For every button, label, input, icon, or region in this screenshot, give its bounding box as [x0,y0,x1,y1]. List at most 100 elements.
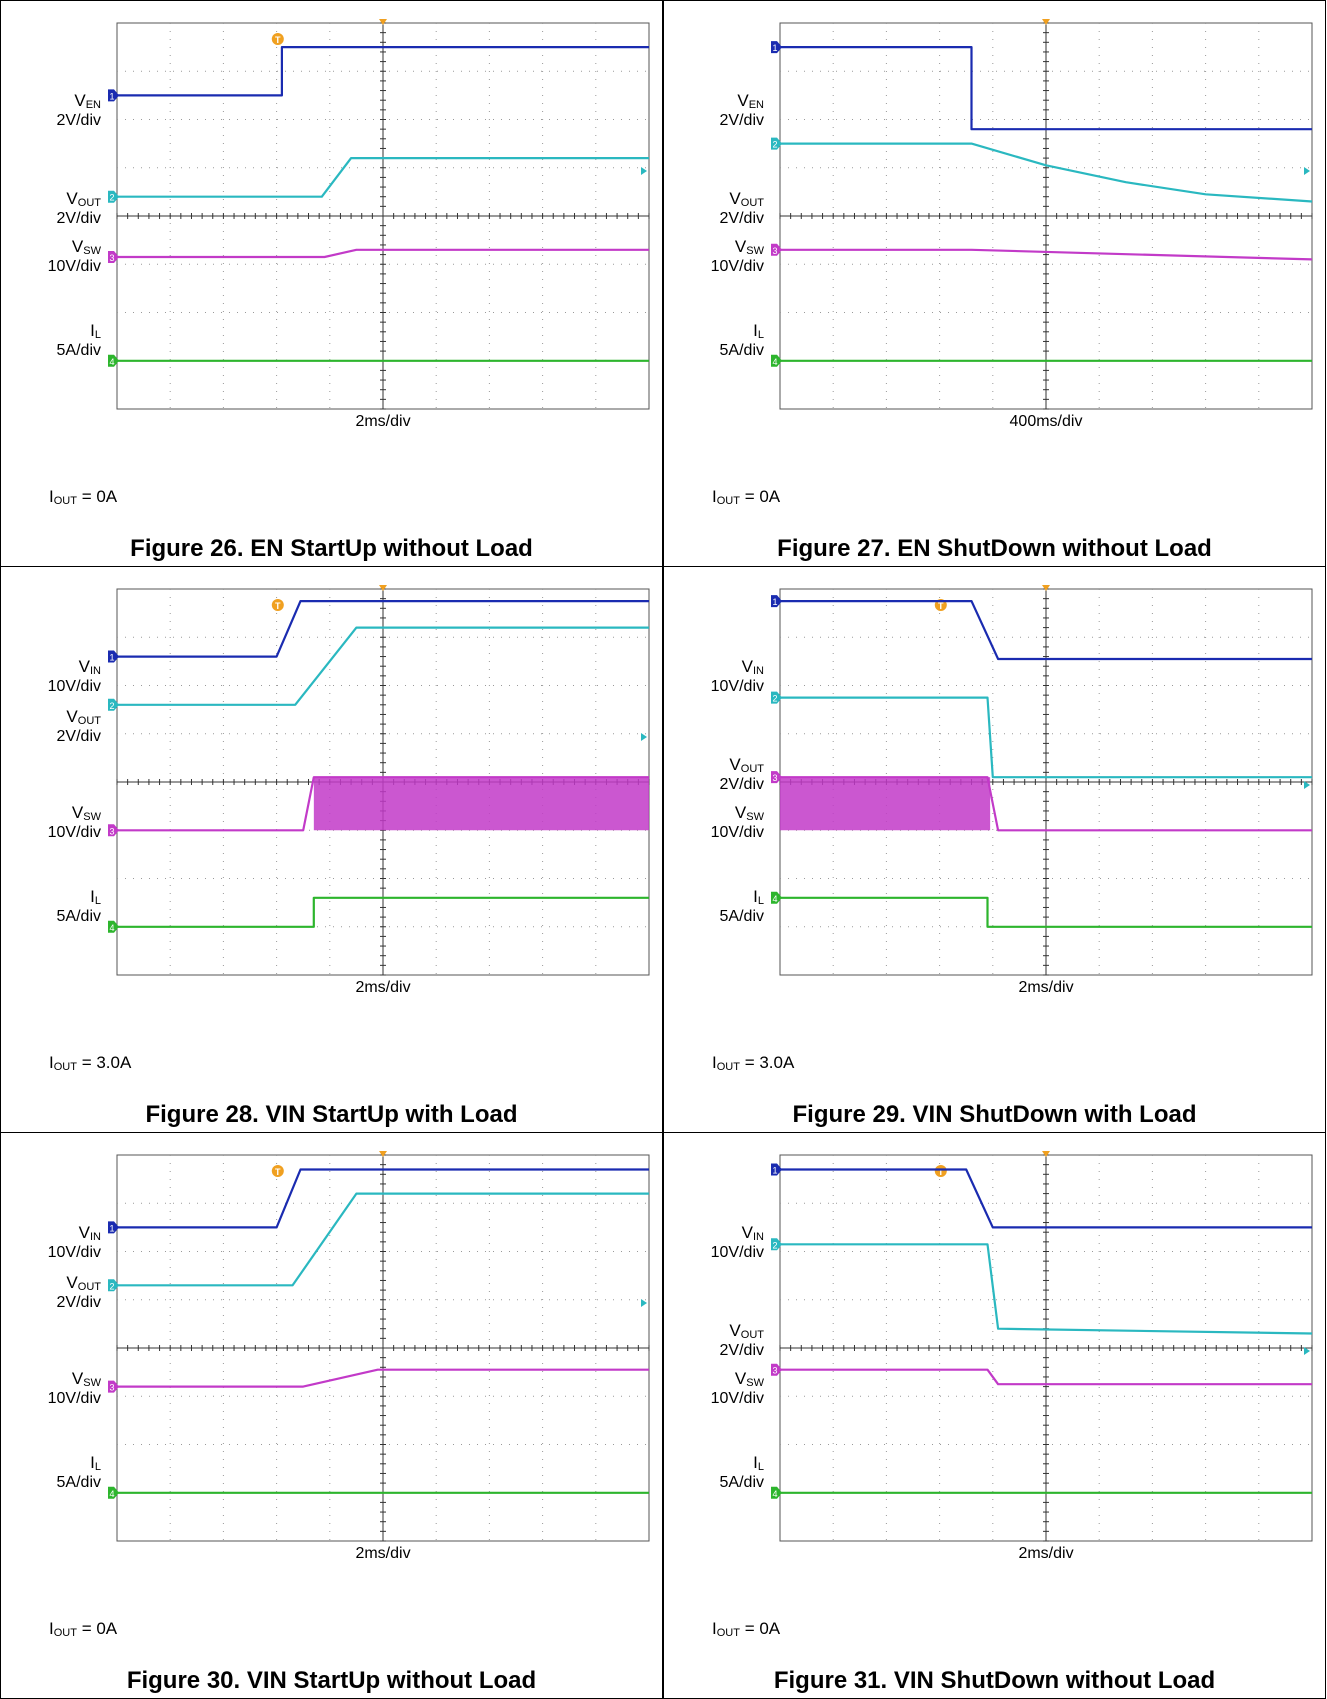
figure-caption: Figure 31. VIN ShutDown without Load [773,1667,1216,1694]
trace-ven [780,46,1312,131]
trigger-level-arrow [1304,167,1310,175]
channel-symbol: V [71,1369,84,1388]
channel-label: IL [1,887,101,911]
scope-plot: T 1 2 3 4 [108,1151,650,1542]
channel-marker-label: 3 [772,773,777,783]
trace-vout [117,1192,649,1287]
channel-subscript: OUT [77,715,101,727]
condition-subscript: OUT [53,1061,77,1073]
trace-vin [780,1168,1312,1229]
time-per-division: 2ms/div [1018,979,1074,996]
channel-marker-label: 4 [772,1489,777,1499]
channel-symbol: I [753,887,758,906]
time-per-division: 400ms/div [1009,413,1083,430]
channel-scale: 2V/div [56,210,101,227]
condition-subscript: OUT [53,495,77,507]
channel-marker-1 [771,1163,782,1176]
channel-subscript: OUT [740,197,764,209]
channel-symbol: V [729,189,741,208]
channel-marker-1 [108,1221,119,1234]
channel-symbol: V [66,707,78,726]
trigger-position-marker [379,1151,387,1157]
channel-label: IL [1,321,101,345]
channel-marker-label: 1 [109,1223,114,1233]
channel-label: VSW [1,237,101,261]
channel-marker-label: 2 [772,140,777,150]
scope-plot: T 1 2 3 4 [108,19,650,410]
channel-marker-label: 4 [772,894,777,904]
channel-marker-label: 2 [109,1281,114,1291]
channel-subscript: SW [83,245,101,257]
test-condition: IOUT = 3.0A [712,1053,794,1073]
channel-marker-label: 2 [772,1240,777,1250]
channel-label: IL [664,321,764,345]
channel-subscript: EN [748,99,764,111]
channel-scale: 10V/div [47,824,101,841]
channel-label: VIN [1,657,101,681]
trigger-icon-label: T [275,601,281,611]
channel-scale: 10V/div [710,1244,764,1261]
trigger-icon-label: T [938,601,944,611]
channel-subscript: OUT [77,197,101,209]
channel-marker-3 [108,1380,119,1393]
channel-symbol: V [734,237,747,256]
trace-vout [117,626,649,706]
trigger-icon [271,599,284,611]
channel-symbol: V [734,803,747,822]
channel-scale: 10V/div [47,1244,101,1261]
channel-marker-2 [108,190,119,203]
channel-marker-label: 2 [109,193,114,203]
channel-symbol: V [66,189,78,208]
time-per-division: 2ms/div [1018,1545,1074,1562]
trace-vsw [117,248,649,259]
channel-marker-1 [108,89,119,102]
trace-il [117,896,649,928]
figure-panel: T 1 2 3 4 VIN 10V/div VOUT 2V/div VSW 10V/div IL 5A/… [663,1132,1326,1699]
trace-vout [780,696,1312,779]
channel-marker-label: 2 [109,701,114,711]
test-condition: IOUT = 0A [49,487,117,507]
channel-scale: 5A/div [56,1474,101,1491]
channel-marker-3 [108,824,119,837]
trace-vout [780,142,1313,203]
channel-marker-3 [108,251,119,264]
channel-subscript: SW [746,1377,764,1389]
channel-subscript: OUT [77,1281,101,1293]
condition-subscript: OUT [716,495,740,507]
trace-vout [117,157,649,198]
channel-label: VSW [1,803,101,827]
channel-subscript: OUT [740,1329,764,1341]
channel-marker-label: 1 [772,43,777,53]
channel-symbol: V [74,91,86,110]
scope-plot: T 1 2 3 4 [771,585,1313,976]
channel-marker-4 [771,354,782,367]
condition-symbol: I [712,487,717,506]
channel-subscript: L [757,329,764,341]
trigger-icon-label: T [938,1167,944,1177]
channel-marker-label: 3 [109,253,114,263]
condition-symbol: I [49,1053,54,1072]
channel-scale: 5A/div [56,908,101,925]
trigger-position-marker [379,19,387,25]
channel-marker-label: 1 [772,597,777,607]
trigger-level-arrow [641,167,647,175]
channel-marker-4 [108,1486,119,1499]
condition-value: = 3.0A [76,1053,132,1072]
channel-marker-label: 4 [109,923,114,933]
channel-label: VSW [664,237,764,261]
channel-scale: 10V/div [47,1390,101,1407]
channel-scale: 2V/div [56,112,101,129]
channel-subscript: IN [753,1231,764,1243]
trigger-position-marker [1042,19,1050,25]
scope-plot: T 1 2 3 4 [771,1151,1313,1542]
channel-label: VIN [1,1223,101,1247]
condition-symbol: I [712,1619,717,1638]
condition-value: = 3.0A [739,1053,795,1072]
scope-svg: T 1 2 3 4 [771,1151,1313,1542]
channel-marker-3 [771,243,782,256]
channel-label: VOUT [1,707,101,731]
channel-scale: 5A/div [719,908,764,925]
trigger-icon-label: T [275,35,281,45]
channel-symbol: V [66,1273,78,1292]
